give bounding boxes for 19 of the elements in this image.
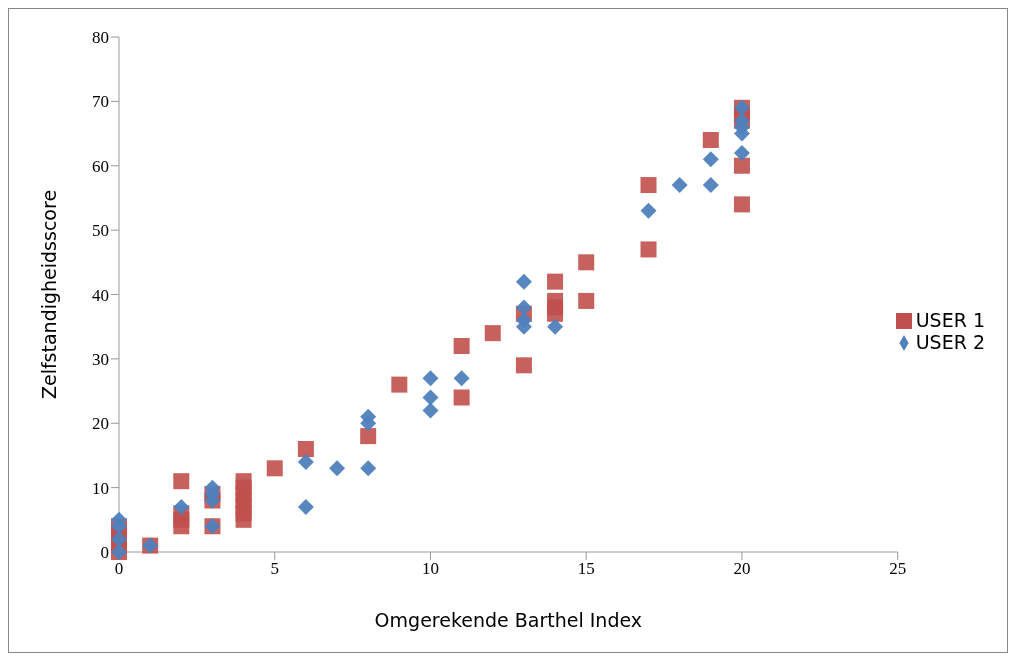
x-tick-label: 25 (889, 559, 907, 579)
y-tick-label: 60 (92, 156, 109, 176)
x-tick-label: 10 (421, 559, 439, 579)
x-axis-title: Omgerekende Barthel Index (374, 609, 643, 631)
y-tick-label: 50 (92, 221, 109, 241)
y-tick-label: 40 (92, 285, 109, 305)
y-axis-title: Zelfstandigheidsscore (37, 189, 60, 400)
y-tick-label: 80 (92, 28, 109, 48)
y-tick-label: 70 (92, 92, 109, 112)
x-tick-label: 20 (733, 559, 751, 579)
y-tick-label: 10 (92, 478, 109, 498)
legend-label: USER 2 (915, 330, 985, 353)
x-tick-label: 15 (577, 559, 595, 579)
y-tick-label: 20 (92, 414, 109, 434)
y-tick-label: 30 (92, 349, 109, 369)
legend-label: USER 1 (915, 308, 985, 331)
y-tick-label: 0 (100, 543, 109, 563)
x-tick-label: 0 (114, 559, 124, 579)
x-tick-label: 5 (270, 559, 279, 579)
